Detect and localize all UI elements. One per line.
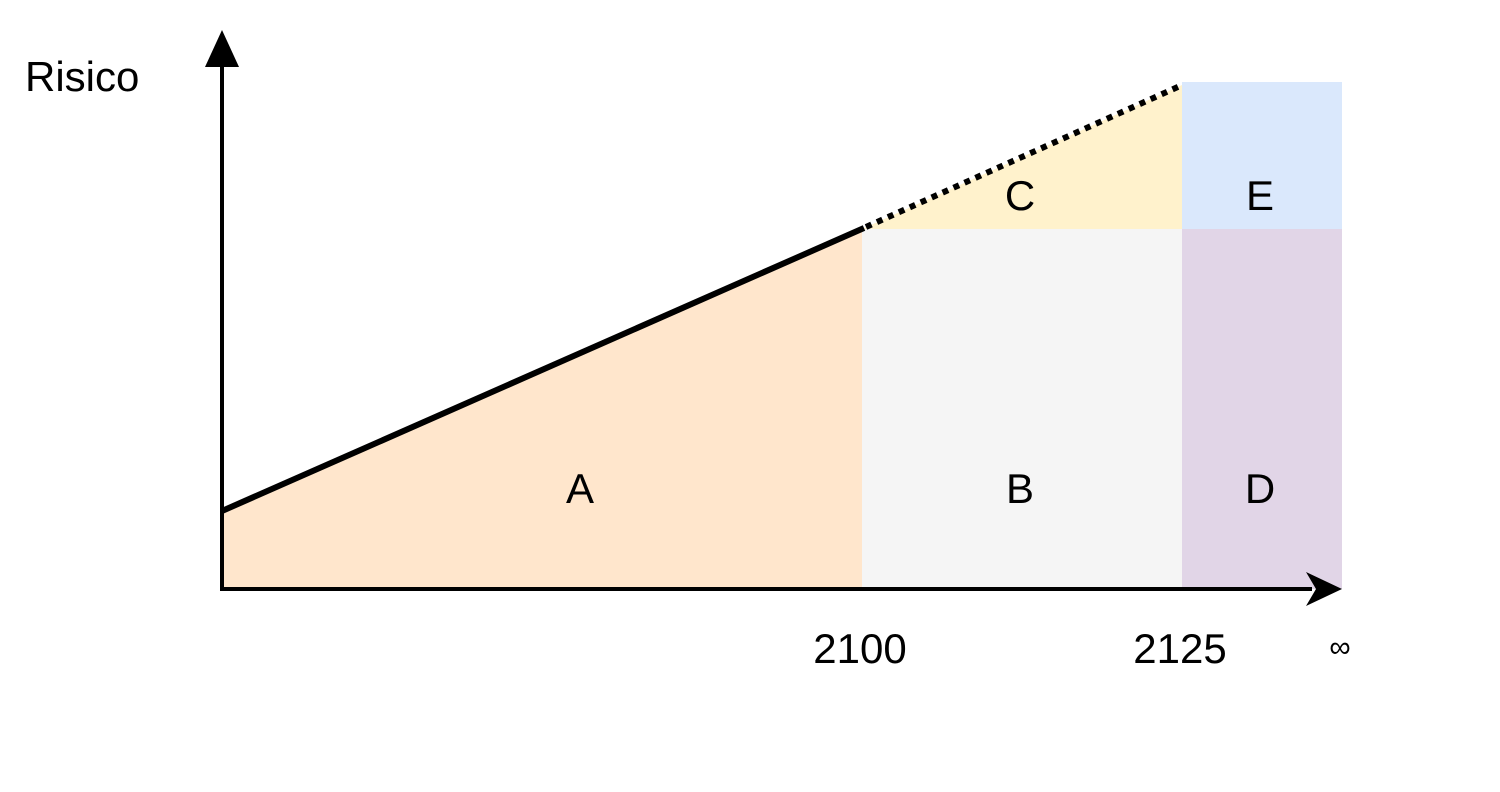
x-axis-arrowhead [1306,572,1342,606]
x-tick-2100: 2100 [813,625,906,672]
region-d-fill [1182,229,1342,589]
x-tick-2125: 2125 [1133,625,1226,672]
region-e-fill [1182,82,1342,229]
region-a-fill [222,229,862,589]
region-b-label: B [1006,465,1034,512]
projected-risk-line [864,83,1182,230]
region-d-label: D [1245,465,1275,512]
y-axis-arrowhead [205,30,239,67]
region-a-label: A [566,465,594,512]
region-e-label: E [1246,172,1274,219]
x-tick-infinity: ∞ [1329,631,1350,664]
region-b-fill [862,229,1182,589]
region-c-label: C [1005,172,1035,219]
y-axis-label: Risico [25,53,139,100]
risk-line [220,225,866,514]
